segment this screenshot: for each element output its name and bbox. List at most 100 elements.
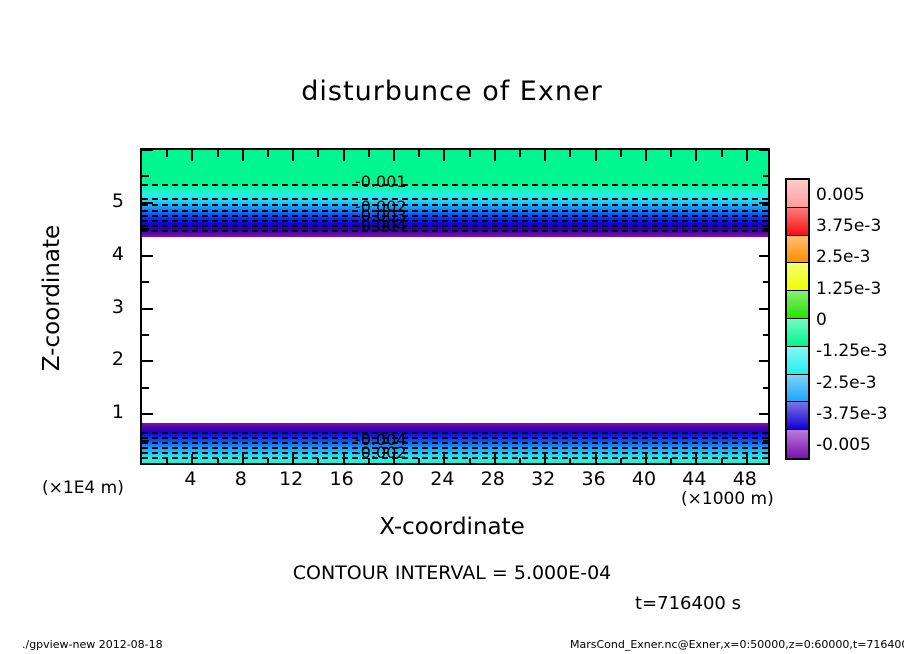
- x-tick-label: 24: [430, 468, 455, 490]
- axis-tick-mark: [241, 454, 244, 463]
- axis-tick-mark: [759, 307, 768, 310]
- contour-interval-note: CONTOUR INTERVAL = 5.000E-04: [292, 562, 612, 584]
- axis-tick-mark: [695, 454, 698, 463]
- x-tick-label: 4: [184, 468, 197, 490]
- axis-tick-mark: [645, 150, 647, 161]
- colorbar-band: [787, 346, 808, 375]
- axis-tick-mark: [519, 150, 521, 157]
- axis-tick-mark: [142, 175, 149, 178]
- axis-tick-mark: [720, 150, 723, 157]
- axis-tick-mark: [142, 333, 149, 336]
- axis-tick-mark: [763, 175, 768, 178]
- axis-tick-mark: [619, 458, 622, 463]
- axis-tick-mark: [142, 281, 149, 284]
- axis-tick-mark: [493, 454, 496, 463]
- axis-tick-mark: [166, 150, 169, 157]
- footer-command-label: ./gpview-new 2012-08-18: [22, 638, 163, 651]
- colorbar-tick-label: -3.75e-3: [816, 404, 888, 424]
- axis-tick-mark: [342, 454, 345, 463]
- colorbar-band: [787, 430, 808, 458]
- axis-tick-mark: [544, 150, 547, 161]
- axis-tick-mark: [342, 150, 345, 161]
- axis-tick-mark: [759, 360, 768, 363]
- x-tick-label: 16: [329, 468, 354, 490]
- colorbar-band: [787, 207, 808, 236]
- footer-dataset-label: MarsCond_Exner.nc@Exner,x=0:50000,z=0:60…: [570, 638, 904, 651]
- axis-tick-mark: [418, 458, 421, 463]
- y-tick-label: 5: [111, 189, 124, 212]
- y-tick-label: 2: [111, 348, 124, 371]
- contour-label-lower-1: -0.004: [355, 430, 407, 449]
- colorbar-band: [787, 180, 808, 208]
- colorbar-band: [787, 402, 808, 431]
- axis-tick-mark: [619, 150, 622, 157]
- axis-tick-mark: [468, 150, 471, 157]
- axis-tick-mark: [142, 228, 149, 231]
- axis-tick-mark: [367, 150, 370, 157]
- axis-tick-mark: [759, 413, 768, 416]
- y-tick-label: 4: [111, 242, 124, 265]
- contour-line: [142, 225, 768, 227]
- x-tick-label: 36: [581, 468, 606, 490]
- contour-label-upper-1: -0.001: [355, 172, 407, 191]
- axis-tick-mark: [763, 281, 768, 284]
- colorbar-tick-label: 3.75e-3: [816, 216, 882, 236]
- contour-label-upper-2: -0.002: [355, 197, 407, 216]
- axis-tick-mark: [267, 150, 269, 157]
- contour-line: [142, 210, 768, 212]
- colorbar-band: [787, 374, 808, 403]
- x-tick-label: 48: [732, 468, 757, 490]
- axis-tick-mark: [670, 150, 673, 157]
- axis-tick-mark: [745, 150, 748, 161]
- axis-tick-mark: [191, 150, 194, 161]
- axis-tick-mark: [759, 201, 768, 204]
- contour-line: [142, 204, 768, 206]
- axis-tick-mark: [468, 458, 471, 463]
- axis-tick-mark: [759, 150, 768, 151]
- contour-line: [142, 442, 768, 444]
- y-axis-title: Z-coordinate: [39, 224, 65, 372]
- y-tick-label: 1: [111, 401, 124, 424]
- contour-line: [142, 220, 768, 222]
- contour-line: [142, 230, 768, 232]
- x-tick-label: 12: [279, 468, 304, 490]
- contour-line: [142, 215, 768, 217]
- contour-line: [142, 184, 768, 186]
- axis-tick-mark: [763, 439, 768, 442]
- colorbar-tick-label: 2.5e-3: [816, 247, 871, 268]
- contour-label-lower-2: -0.002: [355, 443, 407, 462]
- contour-line: [142, 457, 768, 459]
- colorbar-tick-label: 0: [816, 310, 827, 330]
- axis-tick-mark: [763, 386, 768, 389]
- contour-line: [142, 437, 768, 439]
- axis-tick-mark: [142, 439, 149, 442]
- axis-tick-mark: [292, 150, 295, 161]
- axis-tick-mark: [745, 454, 748, 463]
- colorbar-tick-label: -0.005: [816, 435, 871, 456]
- axis-tick-mark: [142, 254, 153, 257]
- colorbar-tick-label: -1.25e-3: [816, 341, 888, 362]
- contour-label-upper-3: -0.003: [355, 206, 407, 225]
- x-tick-label: 28: [480, 468, 505, 490]
- lower-disturbance-band: [142, 423, 768, 463]
- axis-tick-mark: [569, 150, 572, 157]
- axis-tick-mark: [367, 458, 370, 463]
- contour-line: [142, 452, 768, 454]
- axis-tick-mark: [759, 254, 768, 257]
- x-tick-label: 40: [631, 468, 657, 490]
- axis-tick-mark: [763, 333, 768, 336]
- colorbar-band: [787, 263, 808, 292]
- axis-tick-mark: [142, 201, 153, 204]
- axis-tick-mark: [493, 150, 496, 161]
- axis-tick-mark: [393, 454, 395, 463]
- colorbar-tick-label: 1.25e-3: [816, 278, 882, 299]
- time-stamp-label: t=716400 s: [635, 593, 741, 614]
- axis-tick-mark: [142, 413, 153, 416]
- colorbar: [785, 178, 810, 460]
- colorbar-band: [787, 318, 808, 347]
- axis-tick-mark: [443, 150, 446, 161]
- contour-label-upper-4: -0.004: [355, 216, 407, 235]
- x-axis-unit-label: (×1000 m): [681, 489, 774, 509]
- axis-tick-mark: [166, 458, 169, 463]
- axis-tick-mark: [317, 458, 320, 463]
